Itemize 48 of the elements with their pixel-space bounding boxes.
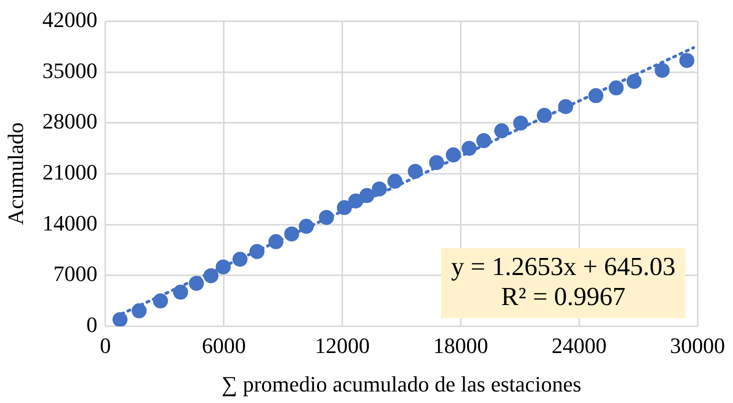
point bbox=[654, 62, 670, 78]
y-axis-title: Acumulado bbox=[2, 122, 28, 226]
point bbox=[173, 284, 188, 300]
point bbox=[132, 303, 147, 318]
point bbox=[588, 88, 604, 104]
point bbox=[152, 293, 168, 308]
point bbox=[429, 155, 444, 170]
annotation: y = 1.2653x + 645.03 bbox=[451, 252, 676, 282]
point bbox=[203, 268, 218, 284]
point bbox=[476, 133, 492, 148]
x-tick-label: 6000 bbox=[202, 333, 246, 358]
point bbox=[348, 194, 364, 209]
point bbox=[679, 52, 694, 68]
point bbox=[298, 218, 314, 234]
x-tick-label: 12000 bbox=[314, 333, 370, 358]
x-axis-title: ∑ promedio acumulado de las estaciones bbox=[222, 372, 582, 397]
point bbox=[284, 226, 300, 242]
x-tick-label: 18000 bbox=[433, 333, 488, 358]
y-tick-label: 42000 bbox=[42, 6, 98, 32]
x-tick-label: 30000 bbox=[670, 333, 725, 358]
point bbox=[446, 147, 461, 162]
y-tick-label: 35000 bbox=[42, 58, 98, 83]
point bbox=[249, 244, 264, 260]
point bbox=[188, 276, 204, 291]
point bbox=[608, 80, 624, 96]
y-tick-label: 14000 bbox=[42, 210, 98, 236]
point bbox=[558, 99, 574, 114]
point bbox=[408, 164, 423, 179]
point bbox=[387, 174, 402, 189]
point bbox=[318, 210, 334, 225]
point bbox=[268, 234, 284, 250]
point bbox=[359, 188, 374, 204]
y-tick-label: 0 bbox=[86, 312, 98, 337]
y-tick-label: 21000 bbox=[42, 159, 98, 184]
y-tick-label: 28000 bbox=[42, 108, 98, 134]
point bbox=[112, 312, 128, 326]
y-tick-label: 7000 bbox=[53, 261, 98, 286]
point bbox=[626, 74, 642, 89]
point bbox=[513, 116, 528, 131]
point bbox=[536, 108, 552, 123]
point bbox=[372, 181, 387, 196]
point bbox=[216, 259, 231, 274]
point bbox=[494, 123, 510, 138]
point bbox=[462, 140, 477, 156]
x-tick-label: 24000 bbox=[552, 333, 607, 358]
annotation: R² = 0.9967 bbox=[501, 282, 626, 312]
point bbox=[232, 252, 248, 267]
point bbox=[336, 200, 352, 216]
